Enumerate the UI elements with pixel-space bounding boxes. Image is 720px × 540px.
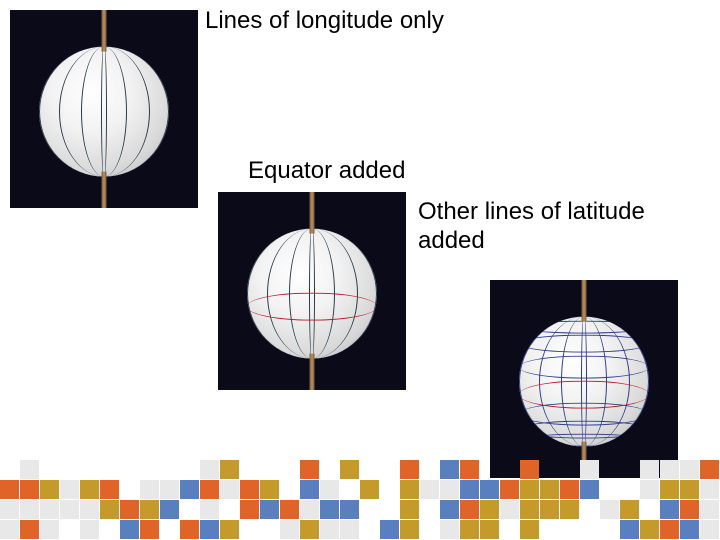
caption-longitude: Lines of longitude only	[205, 7, 465, 36]
sphere-latitudes-added	[490, 280, 678, 478]
caption-equator: Equator added	[248, 157, 548, 186]
sphere-longitude-only	[10, 10, 198, 208]
sphere-equator-added	[218, 192, 406, 390]
caption-latitude: Other lines of latitude added	[418, 198, 678, 256]
